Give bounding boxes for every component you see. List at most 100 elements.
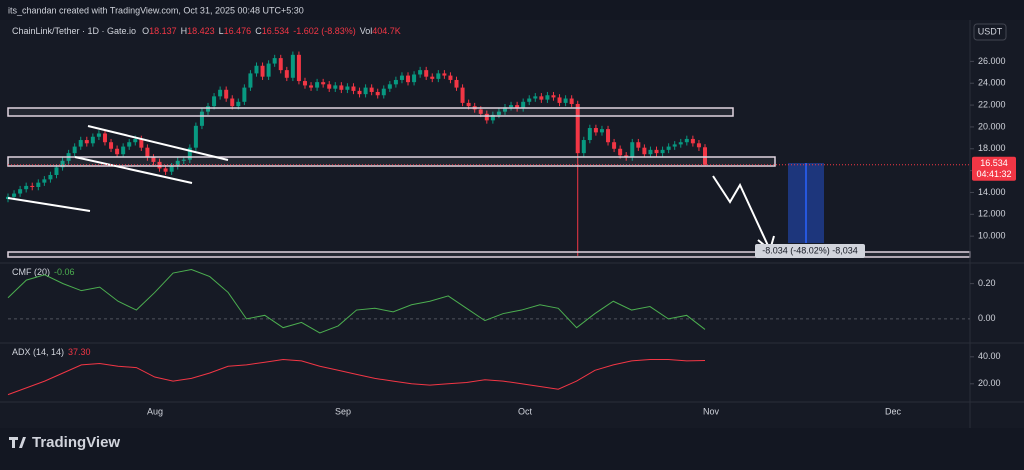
- candle-body: [696, 143, 701, 148]
- candle-body: [315, 82, 320, 88]
- candle-body: [599, 129, 604, 133]
- time-label: Sep: [335, 406, 351, 416]
- last-price: 16.534: [980, 158, 1008, 168]
- candle-body: [430, 76, 435, 79]
- candle-body: [557, 97, 562, 103]
- trend-line: [7, 197, 91, 212]
- candle-body: [302, 81, 307, 86]
- indicator-value: -0.06: [54, 267, 75, 277]
- candle-body: [436, 73, 441, 79]
- candle-body: [393, 79, 398, 85]
- candle-body: [212, 96, 217, 107]
- price-tick-label: 14.000: [978, 187, 1006, 197]
- drawings: [7, 107, 971, 258]
- price-tick-label: 10.000: [978, 231, 1006, 241]
- projection-arrow: [712, 175, 771, 251]
- candle-body: [345, 86, 350, 90]
- candle-body: [448, 75, 453, 80]
- annotation: -8.034 (-48.02%) -8,034: [762, 245, 858, 255]
- candle-body: [442, 73, 447, 76]
- candle-body: [30, 185, 35, 187]
- candle-body: [24, 185, 29, 190]
- chart-area: [0, 20, 1024, 428]
- candle-body: [157, 161, 162, 169]
- price-tick-label: 26.000: [978, 56, 1006, 66]
- candle-body: [42, 179, 47, 183]
- support-zone: [7, 156, 776, 167]
- candle-body: [278, 58, 283, 71]
- candle-body: [502, 107, 507, 112]
- candle-body: [127, 142, 132, 147]
- candle-body: [648, 149, 653, 155]
- candle-body: [181, 159, 186, 161]
- candle-body: [551, 95, 556, 98]
- candle-body: [460, 87, 465, 103]
- brand: TradingView: [9, 434, 120, 451]
- indicator-tick-label: 40.00: [978, 351, 1001, 361]
- candle-body: [672, 144, 677, 147]
- candle-body: [102, 133, 107, 143]
- time-label: Oct: [518, 406, 533, 416]
- c-label: C: [255, 26, 262, 36]
- o-label: O: [142, 26, 149, 36]
- candle-body: [684, 138, 689, 143]
- candle-body: [284, 70, 289, 78]
- candle-body: [533, 96, 538, 99]
- indicator-name: CMF (20): [12, 267, 50, 277]
- candle-body: [60, 160, 65, 168]
- candle-body: [509, 105, 514, 108]
- candle-body: [327, 84, 332, 89]
- currency-box[interactable]: [973, 23, 1007, 41]
- candle-body: [496, 111, 501, 115]
- candle-body: [242, 87, 247, 102]
- candle-body: [115, 148, 120, 155]
- candle-body: [6, 196, 10, 200]
- candle-body: [357, 90, 362, 95]
- channel-lower: [74, 156, 193, 184]
- candle-body: [187, 147, 192, 160]
- candle-body: [54, 167, 59, 175]
- candle-body: [145, 147, 150, 158]
- candle-body: [230, 98, 235, 107]
- vol-label: Vol: [360, 26, 373, 36]
- candle-body: [296, 54, 301, 82]
- candle-body: [48, 174, 53, 180]
- candle-body: [527, 98, 532, 102]
- price-tick-label: 22.000: [978, 99, 1006, 109]
- candle-body: [399, 75, 404, 80]
- candle-body: [563, 98, 568, 103]
- candle-body: [412, 74, 417, 83]
- candle-body: [575, 103, 580, 154]
- candle-body: [12, 193, 17, 197]
- candle-body: [351, 86, 356, 91]
- candle-body: [660, 149, 665, 154]
- candle-body: [424, 70, 429, 77]
- candle-body: [490, 114, 495, 121]
- o-value: 18.137: [149, 26, 177, 36]
- candle-body: [339, 85, 344, 90]
- candle-body: [666, 146, 671, 150]
- candle-body: [248, 73, 253, 88]
- candle-body: [545, 95, 550, 100]
- countdown: 04:41:32: [976, 169, 1011, 179]
- candle-body: [569, 98, 574, 104]
- candle-body: [333, 85, 338, 89]
- candle-body: [703, 147, 707, 165]
- candle-body: [406, 75, 411, 83]
- candle-body: [363, 87, 368, 95]
- candle-body: [290, 54, 295, 78]
- candle-body: [321, 82, 326, 85]
- candle-body: [521, 101, 526, 109]
- candle-body: [163, 168, 168, 172]
- indicator-line: [7, 358, 706, 396]
- candle-body: [484, 113, 489, 121]
- currency[interactable]: USDT: [978, 26, 1003, 36]
- credit: its_chandan created with TradingView.com…: [8, 5, 304, 15]
- price-tick-label: 18.000: [978, 143, 1006, 153]
- candle-body: [90, 136, 95, 144]
- candle-body: [109, 142, 114, 149]
- c-value: 16.534: [262, 26, 290, 36]
- candle-body: [581, 140, 586, 154]
- candle-body: [139, 138, 144, 148]
- candle-body: [454, 79, 459, 88]
